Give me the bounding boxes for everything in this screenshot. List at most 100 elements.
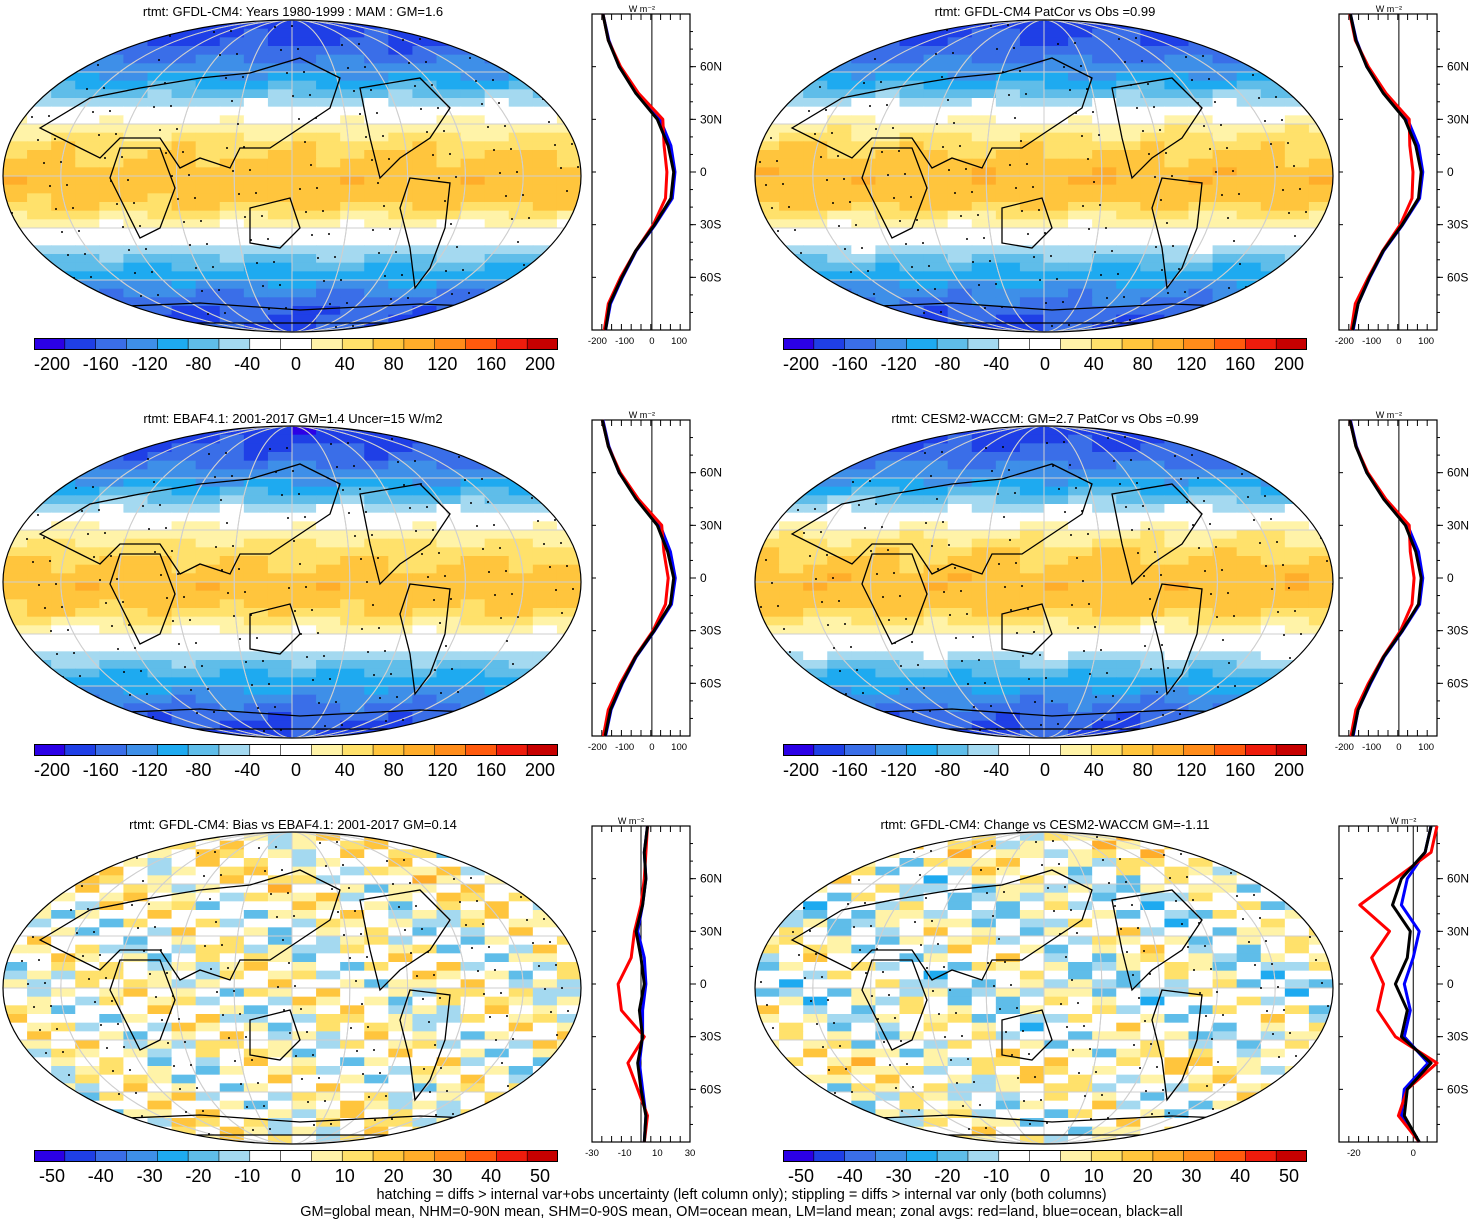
colorbar-tick-label: -20 (934, 1166, 961, 1186)
colorbar-swatch (496, 338, 528, 350)
coastline (790, 463, 1093, 575)
x-tick-label: -200 (588, 336, 607, 347)
coastline (1001, 1009, 1053, 1061)
colorbar-labels: -200 -160 -120 -80 -40 0 40 80 120 160 200 (34, 760, 558, 784)
colorbar-swatch (1152, 1150, 1185, 1162)
zonal-series-ocean (601, 13, 677, 331)
colorbar-swatch (341, 744, 374, 756)
zonal-mean-plot: W m⁻² 60N 30N 0 30S 60S -200 -100 0 100 (588, 4, 722, 347)
colorbar-tick-label: -80 (185, 354, 212, 374)
coastline (861, 147, 928, 239)
colorbar-swatch (187, 744, 220, 756)
colorbar-tick-label: 40 (1083, 760, 1104, 780)
colorbar-swatch (280, 338, 313, 350)
colorbar-swatch (526, 338, 558, 350)
colorbar-swatch (465, 1150, 498, 1162)
lat-tick-label: 0 (700, 571, 707, 585)
colorbar-swatch (967, 338, 1000, 350)
colorbar-tick-label: -40 (983, 760, 1010, 780)
colorbar-tick-label: -50 (38, 1166, 66, 1186)
coastline (109, 553, 176, 645)
colorbar-swatch (1183, 744, 1216, 756)
colorbar-tick-label: 160 (476, 354, 507, 374)
coastline (38, 869, 341, 981)
colorbar-tick-label: 30 (432, 1166, 453, 1186)
colorbar-swatch (64, 338, 97, 350)
x-tick-label: -30 (585, 1148, 599, 1159)
coastline (249, 1009, 301, 1061)
x-tick-label: 10 (652, 1148, 663, 1159)
x-tick-label: -200 (588, 742, 607, 753)
colorbar-swatch (1090, 744, 1123, 756)
colorbar-swatch (905, 744, 938, 756)
colorbar-swatch (783, 1150, 815, 1162)
colorbar-tick-label: 20 (383, 1166, 404, 1186)
colorbar-tick-label: 80 (1132, 760, 1153, 780)
colorbar-tick-label: 50 (1278, 1166, 1300, 1186)
colorbar-tick-label: 10 (334, 1166, 355, 1186)
zonal-series-all (1391, 825, 1433, 1143)
coastline (399, 989, 451, 1102)
colorbar (34, 1150, 558, 1162)
colorbar-tick-label: 20 (1132, 1166, 1153, 1186)
global-map (754, 425, 1334, 739)
colorbar-tick-label: -160 (82, 760, 119, 780)
map-title: rtmt: GFDL-CM4: Years 1980-1999 : MAM : … (142, 4, 444, 19)
colorbar-swatch (311, 338, 344, 350)
colorbar-swatch (218, 338, 251, 350)
colorbar-swatch (1121, 338, 1154, 350)
colorbar-swatch (403, 1150, 436, 1162)
colorbar-swatch (1029, 338, 1062, 350)
lat-tick-label: 30N (1447, 518, 1469, 532)
coastline (1151, 177, 1203, 290)
colorbar-swatch (156, 1150, 189, 1162)
colorbar-tick-label: 0 (290, 760, 302, 780)
map-border (2, 425, 582, 739)
lat-tick-label: 30N (700, 112, 722, 126)
coastline (359, 889, 451, 992)
colorbar-tick-label: -200 (33, 760, 71, 780)
lat-tick-label: 0 (1447, 165, 1454, 179)
colorbar-swatch (465, 744, 498, 756)
zonal-unit-label: W m⁻² (1390, 816, 1416, 826)
zonal-series-land (600, 419, 670, 737)
colorbar-swatch (187, 1150, 220, 1162)
global-map (754, 19, 1334, 333)
colorbar-tick-label: 200 (1273, 354, 1305, 374)
map-title: rtmt: CESM2-WACCM: GM=2.7 PatCor vs Obs … (891, 411, 1199, 426)
colorbar-swatch (844, 744, 877, 756)
lat-tick-label: 60N (700, 872, 722, 886)
lat-tick-label: 30S (700, 624, 721, 638)
colorbar-tick-label: 0 (290, 1166, 302, 1186)
x-tick-label: -200 (1335, 742, 1354, 753)
zonal-mean-plot: W m⁻² 60N 30N 0 30S 60S -200 -100 0 100 (1335, 410, 1469, 753)
colorbar-tick-label: -40 (87, 1166, 114, 1186)
colorbar-tick-label: -120 (880, 354, 917, 374)
colorbar-swatch (844, 1150, 877, 1162)
lat-tick-label: 60N (1447, 466, 1469, 480)
colorbar-swatch (1214, 1150, 1247, 1162)
x-tick-label: -100 (1362, 742, 1381, 753)
colorbar-tick-label: 40 (334, 354, 355, 374)
lat-tick-label: 30N (700, 518, 722, 532)
global-map (754, 831, 1334, 1145)
colorbar-tick-label: -120 (880, 760, 917, 780)
zonal-series-all (1348, 419, 1423, 737)
colorbar-tick-label: 80 (383, 760, 404, 780)
colorbar-swatch (1245, 338, 1277, 350)
global-map (2, 425, 582, 739)
zonal-unit-label: W m⁻² (1376, 4, 1402, 14)
x-tick-label: 100 (1418, 742, 1434, 753)
zonal-mean-plot: W m⁻² 60N 30N 0 30S 60S -30 -10 10 30 (585, 816, 722, 1159)
colorbar-swatch (1121, 1150, 1154, 1162)
colorbar-tick-label: -200 (782, 354, 820, 374)
coastline (790, 57, 1093, 169)
zonal-series-ocean (1348, 419, 1425, 737)
lat-tick-label: 30S (700, 218, 721, 232)
lat-tick-label: 0 (700, 165, 707, 179)
colorbar-swatch (249, 1150, 282, 1162)
colorbar-tick-label: 40 (334, 760, 355, 780)
coastline (249, 603, 301, 655)
colorbar-swatch (1090, 1150, 1123, 1162)
lat-tick-label: 60S (700, 270, 721, 284)
